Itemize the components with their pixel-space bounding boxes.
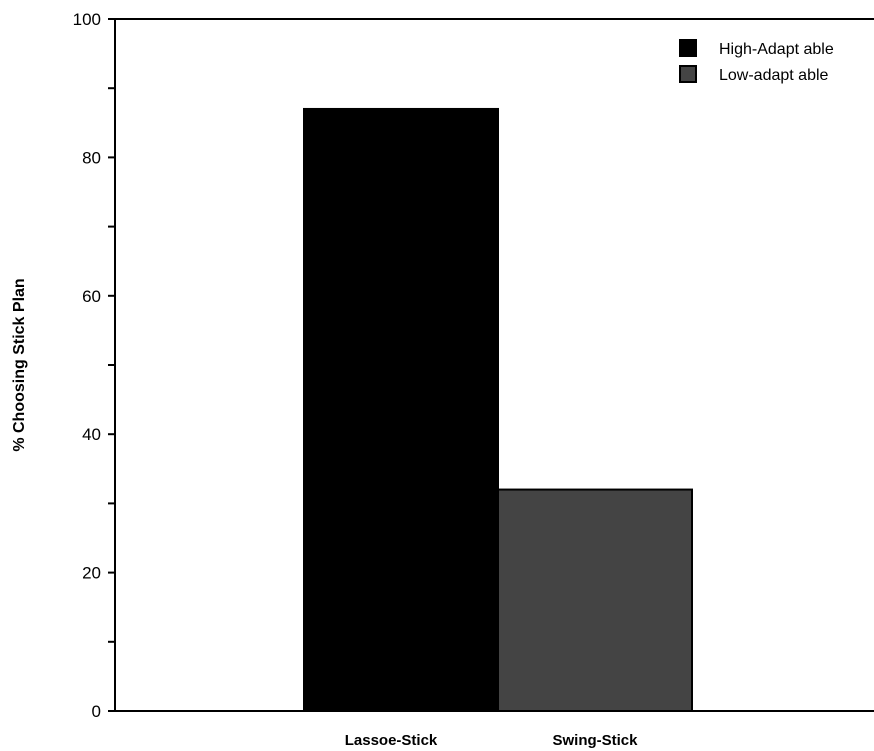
x-category-label: Lassoe-Stick (345, 732, 438, 749)
legend-swatch (679, 39, 697, 57)
bars-group (303, 107, 693, 712)
y-tick-label: 40 (82, 425, 101, 444)
legend-label: Low-adapt able (719, 67, 829, 84)
bar-lassoe-stick (303, 107, 499, 712)
y-tick-label: 0 (92, 702, 101, 721)
y-tick-label: 100 (73, 10, 101, 29)
category-labels-group: Lassoe-Stick Swing-Stick (345, 732, 638, 749)
bar-swing-stick (497, 488, 693, 712)
y-tick-label: 60 (82, 287, 101, 306)
legend-label: High-Adapt able (719, 41, 834, 58)
x-category-label: Swing-Stick (552, 732, 638, 749)
ticks-group: 0 20 40 60 80 100 (73, 10, 115, 721)
legend-swatch (679, 65, 697, 83)
legend: High-Adapt able Low-adapt able (679, 39, 834, 84)
y-axis-title: % Choosing Stick Plan (11, 278, 28, 451)
y-tick-label: 80 (82, 148, 101, 167)
y-tick-label: 20 (82, 564, 101, 583)
